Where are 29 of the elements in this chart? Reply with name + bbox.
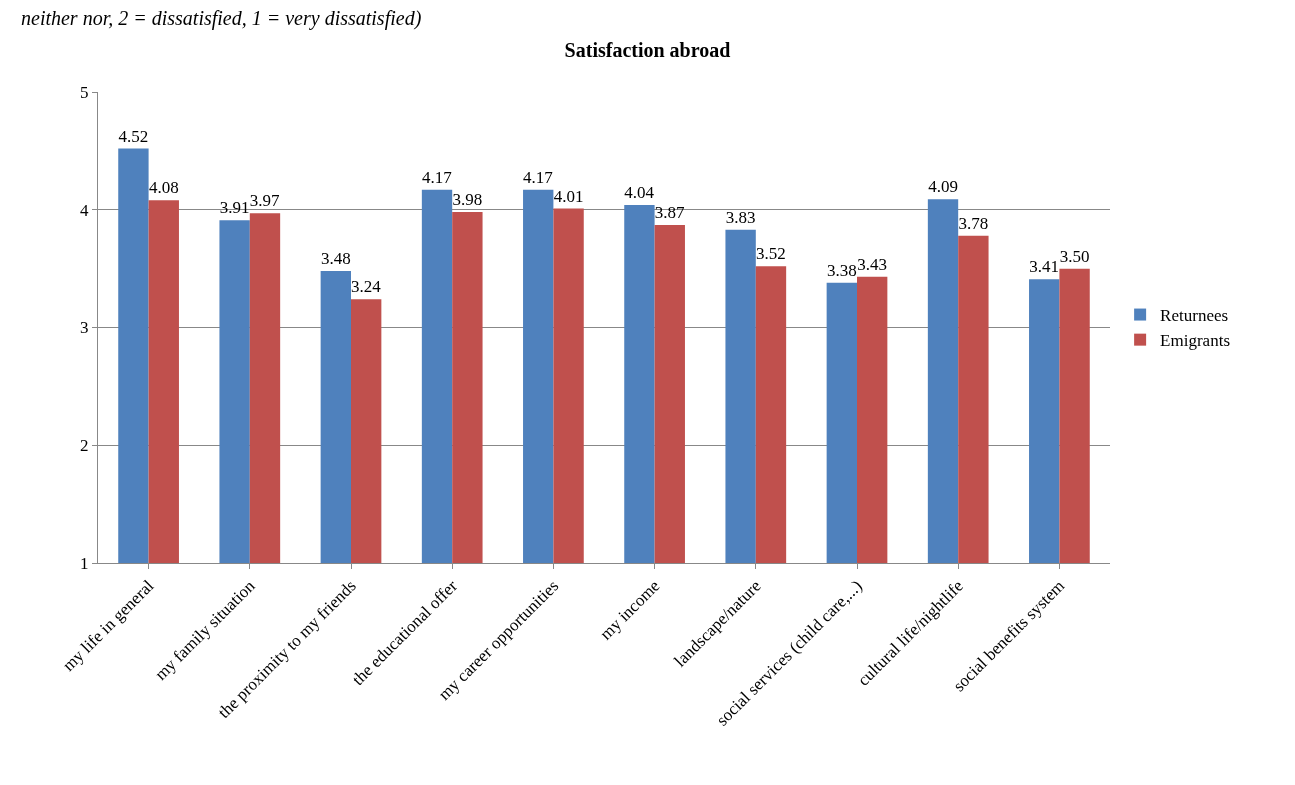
data-label: 3.48 <box>320 248 351 268</box>
data-label: 4.52 <box>118 126 149 146</box>
y-tick-label: 1 <box>80 553 89 573</box>
data-label: 4.04 <box>624 183 655 203</box>
data-label: 3.41 <box>1029 257 1060 277</box>
y-tick-label: 2 <box>80 436 89 456</box>
data-label: 3.83 <box>725 207 756 227</box>
data-label: 4.09 <box>928 177 958 197</box>
data-label: 3.97 <box>249 191 281 211</box>
data-label: 3.38 <box>826 260 857 280</box>
data-label: 3.78 <box>958 213 989 233</box>
data-label: 4.01 <box>553 186 584 206</box>
data-label: 3.24 <box>351 277 382 297</box>
data-label: 3.91 <box>219 198 250 218</box>
data-label: 3.43 <box>857 254 888 274</box>
data-label: 4.17 <box>421 167 453 187</box>
y-tick-label: 3 <box>80 318 89 338</box>
legend-label: Returnees <box>1160 306 1229 326</box>
data-label: 3.98 <box>452 190 483 210</box>
text: neither nor, 2 = dissatisfied, 1 = very dissatisfied) <box>21 7 422 30</box>
y-tick-label: 5 <box>80 82 89 102</box>
legend-label: Emigrants <box>1160 331 1231 351</box>
data-label: 4.17 <box>523 167 554 187</box>
chart-title: Satisfaction abroad <box>564 39 731 62</box>
data-label: 3.50 <box>1059 246 1090 266</box>
data-label: 3.87 <box>654 203 685 223</box>
y-tick-label: 4 <box>80 200 90 220</box>
data-label: 3.52 <box>756 244 786 264</box>
data-label: 4.08 <box>148 178 179 198</box>
